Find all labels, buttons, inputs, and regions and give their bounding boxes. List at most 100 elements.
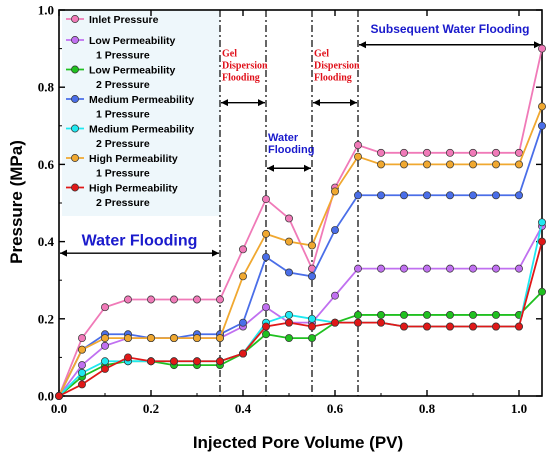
data-point	[538, 44, 546, 53]
legend: Inlet Pressure Low Permeability 1 Pressure…	[66, 14, 194, 209]
data-point	[193, 295, 201, 304]
legend-label: 2 Pressure	[96, 138, 150, 150]
data-point	[515, 148, 523, 157]
data-point	[308, 314, 316, 323]
data-point	[147, 357, 155, 366]
phase-label: Water	[268, 132, 299, 144]
data-point	[308, 241, 316, 250]
data-point	[354, 264, 362, 273]
data-point	[216, 295, 224, 304]
series-line	[58, 291, 543, 397]
phase-arrow-head-right	[534, 41, 541, 49]
data-point	[400, 264, 408, 273]
data-point	[377, 264, 385, 273]
data-point	[101, 334, 109, 343]
data-point	[354, 318, 362, 327]
x-tick-label: 0.8	[419, 401, 436, 416]
data-point	[262, 330, 270, 339]
data-point	[354, 191, 362, 200]
data-point	[147, 295, 155, 304]
phase-label: Subsequent Water Flooding	[371, 22, 530, 36]
x-tick-label: 1.0	[511, 401, 527, 416]
series-group	[55, 44, 546, 400]
legend-label: Low Permeability	[89, 65, 176, 77]
phase-arrow-head-right	[258, 99, 265, 107]
data-point	[124, 353, 132, 362]
data-point	[354, 152, 362, 161]
data-point	[101, 357, 109, 366]
phase-arrow-head-left	[359, 41, 366, 49]
data-point	[446, 148, 454, 157]
series-line	[58, 241, 543, 397]
data-point	[354, 141, 362, 150]
data-point	[262, 195, 270, 204]
data-point	[78, 345, 86, 354]
data-point	[262, 322, 270, 331]
legend-label: High Permeability	[89, 153, 178, 165]
legend-marker	[71, 154, 79, 162]
phase-arrow-head-right	[350, 99, 357, 107]
series-line	[58, 125, 543, 397]
data-point	[400, 148, 408, 157]
data-point	[193, 357, 201, 366]
data-point	[538, 237, 546, 246]
data-point	[400, 191, 408, 200]
data-point	[308, 322, 316, 331]
data-point	[101, 303, 109, 312]
data-point	[469, 191, 477, 200]
y-tick-label: 0.2	[38, 311, 54, 326]
legend-label: 1 Pressure	[96, 168, 150, 180]
data-point	[193, 334, 201, 343]
data-point	[216, 357, 224, 366]
data-point	[308, 272, 316, 281]
legend-label: 1 Pressure	[96, 109, 150, 121]
data-point	[331, 291, 339, 300]
data-point	[469, 322, 477, 331]
data-point	[285, 310, 293, 319]
y-tick-label: 0.4	[38, 234, 55, 249]
data-point	[538, 287, 546, 296]
phase-arrow-head-right	[212, 249, 219, 257]
y-tick-label: 0.6	[38, 157, 55, 172]
data-point	[124, 334, 132, 343]
phase-arrow-head-left	[313, 99, 320, 107]
data-point	[377, 191, 385, 200]
data-point	[285, 237, 293, 246]
data-point	[492, 310, 500, 319]
legend-box	[62, 10, 220, 216]
data-point	[469, 160, 477, 169]
data-point	[469, 264, 477, 273]
legend-marker	[71, 124, 79, 133]
phase-label: Dispersion	[314, 60, 360, 71]
x-tick-label: 0.2	[143, 401, 159, 416]
data-point	[423, 191, 431, 200]
x-tick-label: 0.0	[51, 401, 67, 416]
phase-label: Flooding	[268, 144, 314, 156]
data-point	[538, 102, 546, 111]
x-tick-label: 0.4	[235, 401, 252, 416]
legend-marker	[71, 183, 79, 192]
data-point	[101, 341, 109, 350]
phase-arrow-head-left	[221, 99, 228, 107]
legend-marker	[71, 15, 79, 23]
series-line	[58, 106, 543, 397]
axes: 0.0 0.2 0.4 0.6 0.8 1.0 0.0 0.2 0.4 0.6 0.8 1.0	[38, 3, 543, 416]
data-point	[446, 322, 454, 331]
data-point	[331, 187, 339, 196]
data-point	[285, 268, 293, 277]
data-point	[377, 318, 385, 327]
phase-label: Flooding	[222, 72, 260, 83]
data-point	[492, 160, 500, 169]
data-point	[538, 218, 546, 227]
data-point	[170, 334, 178, 343]
data-point	[492, 322, 500, 331]
data-point	[423, 160, 431, 169]
data-point	[515, 264, 523, 273]
legend-marker	[71, 95, 79, 103]
data-point	[55, 392, 63, 400]
data-point	[538, 121, 546, 130]
data-point	[170, 295, 178, 304]
data-point	[147, 334, 155, 343]
data-point	[78, 334, 86, 343]
